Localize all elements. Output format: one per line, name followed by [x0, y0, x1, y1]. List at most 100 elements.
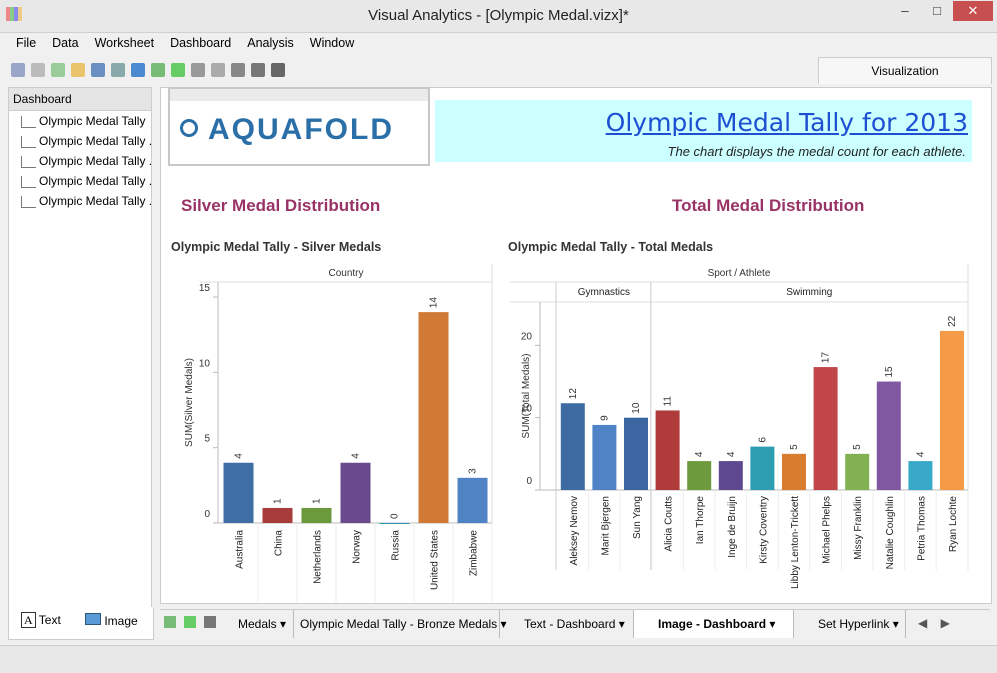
bar: [560, 403, 585, 490]
value-label: 22: [947, 315, 958, 327]
bar: [223, 462, 254, 523]
tab-tools: [164, 616, 230, 632]
x-tick-label: Natalie Coughlin: [885, 496, 896, 569]
bar: [908, 461, 933, 490]
y-tick-label: 0: [526, 476, 532, 487]
value-label: 4: [234, 453, 245, 459]
sidebar-item[interactable]: Olympic Medal Tally ...: [9, 151, 151, 171]
sidebar-item[interactable]: Olympic Medal Tally ...: [9, 191, 151, 211]
y-tick-label: 20: [521, 331, 533, 342]
x-tick-label: Marit Bjergen: [600, 496, 611, 555]
item-label: Olympic Medal Tally ...: [39, 134, 151, 148]
bar: [813, 367, 838, 490]
x-tick-label: Australia: [235, 530, 246, 569]
sidebar-item[interactable]: Olympic Medal Tally ...: [9, 171, 151, 191]
header-link[interactable]: Olympic Medal Tally for 2013: [605, 108, 968, 137]
x-axis-title: Country: [328, 268, 363, 279]
menu-item[interactable]: File: [16, 36, 37, 50]
open-button[interactable]: [71, 63, 85, 77]
maximize-button[interactable]: □: [933, 3, 941, 18]
tool-palette: A Text Image: [8, 607, 154, 640]
tool-button[interactable]: [111, 63, 125, 77]
tab-scroll[interactable]: ◀ ▶: [918, 616, 950, 630]
minimize-button[interactable]: –: [901, 3, 909, 18]
sidebar-item[interactable]: Olympic Medal Tally ...: [9, 131, 151, 151]
item-label: Olympic Medal Tally: [39, 114, 146, 128]
menu-item[interactable]: Worksheet: [94, 36, 155, 50]
menu-item[interactable]: Data: [52, 36, 79, 50]
tool-button[interactable]: [211, 63, 225, 77]
x-tick-label: Sun Yang: [632, 496, 643, 539]
section-title: Total Medal Distribution: [672, 196, 865, 215]
tool-button[interactable]: [251, 63, 265, 77]
value-label: 0: [390, 513, 401, 519]
charts: Olympic Medal Tally - Silver Medals Olym…: [171, 240, 969, 603]
value-label: 4: [726, 451, 737, 457]
y-tick-label: 0: [204, 509, 210, 520]
window-title: Visual Analytics - [Olympic Medal.vizx]*: [368, 7, 629, 24]
value-label: 3: [468, 468, 479, 474]
sidebar-item[interactable]: Olympic Medal Tally: [9, 111, 151, 131]
sheet-tab[interactable]: Image - Dashboard ▾: [634, 610, 794, 638]
dashboard-canvas: [160, 87, 992, 604]
value-label: 10: [631, 402, 642, 414]
y-tick-label: 15: [199, 283, 211, 294]
sidebar: Dashboard Olympic Medal Tally Olympic Me…: [8, 87, 152, 609]
close-button[interactable]: ✕: [953, 1, 993, 21]
menu-bar: File Data Worksheet Dashboard Analysis Window: [0, 36, 354, 56]
x-tick-label: Ian Thorpe: [695, 496, 706, 545]
x-tick-label: Kirsty Coventry: [758, 496, 769, 564]
sheet-tab[interactable]: Text - Dashboard ▾: [500, 610, 634, 638]
bar: [592, 424, 617, 490]
value-label: 1: [312, 498, 323, 504]
x-tick-label: Norway: [352, 530, 363, 564]
tab-label: Visualization: [871, 64, 939, 78]
tool-button[interactable]: [271, 63, 285, 77]
sheet-tab[interactable]: Medals ▾: [230, 610, 294, 638]
value-label: 5: [789, 444, 800, 450]
x-tick-label: Russia: [391, 530, 402, 561]
sheet-tab[interactable]: Olympic Medal Tally - Bronze Medals ▾: [294, 610, 507, 638]
x-tick-label: Petria Thomas: [916, 496, 927, 561]
value-label: 4: [694, 451, 705, 457]
save-button[interactable]: [91, 63, 105, 77]
header-subtitle: The chart displays the medal count for e…: [667, 144, 966, 159]
menu-item[interactable]: Dashboard: [170, 36, 232, 50]
tool-button[interactable]: [171, 63, 185, 77]
tool-button[interactable]: [191, 63, 205, 77]
new-button[interactable]: [51, 63, 65, 77]
y-tick-label: 10: [199, 358, 211, 369]
menu-item[interactable]: Window: [309, 36, 355, 50]
tool-button[interactable]: [151, 63, 165, 77]
tab-label: Set Hyperlink: [818, 617, 890, 631]
logo-icon: [180, 119, 198, 137]
toolbar: [8, 58, 353, 82]
tab-label: Olympic Medal Tally - Bronze Medals: [300, 617, 498, 631]
value-label: 1: [273, 498, 284, 504]
tool-label: Text: [38, 613, 61, 627]
value-label: 6: [757, 437, 768, 443]
refresh-button[interactable]: [131, 63, 145, 77]
text-tool[interactable]: A Text: [21, 612, 61, 628]
image-tool[interactable]: Image: [85, 613, 138, 628]
visualization-tab[interactable]: Visualization: [818, 57, 992, 84]
value-label: 17: [821, 352, 832, 364]
sheet-tab[interactable]: Set Hyperlink ▾: [794, 610, 906, 638]
chart-title: Olympic Medal Tally - Silver Medals: [171, 240, 381, 254]
x-tick-label: Netherlands: [313, 530, 324, 584]
redo-button[interactable]: [31, 63, 45, 77]
tab-label: Text - Dashboard: [524, 617, 616, 631]
sidebar-title: Dashboard: [9, 88, 151, 111]
bar: [655, 410, 680, 490]
x-axis-title: Sport / Athlete: [708, 268, 771, 279]
value-label: 4: [915, 451, 926, 457]
tool-button[interactable]: [231, 63, 245, 77]
x-tick-label: Zimbabwe: [469, 530, 480, 577]
title-bar: Visual Analytics - [Olympic Medal.vizx]*…: [0, 0, 997, 33]
undo-button[interactable]: [11, 63, 25, 77]
bar: [687, 461, 712, 490]
item-label: Olympic Medal Tally ...: [39, 194, 151, 208]
menu-item[interactable]: Analysis: [247, 36, 294, 50]
bar: [418, 312, 449, 523]
section-title: Silver Medal Distribution: [181, 196, 381, 215]
